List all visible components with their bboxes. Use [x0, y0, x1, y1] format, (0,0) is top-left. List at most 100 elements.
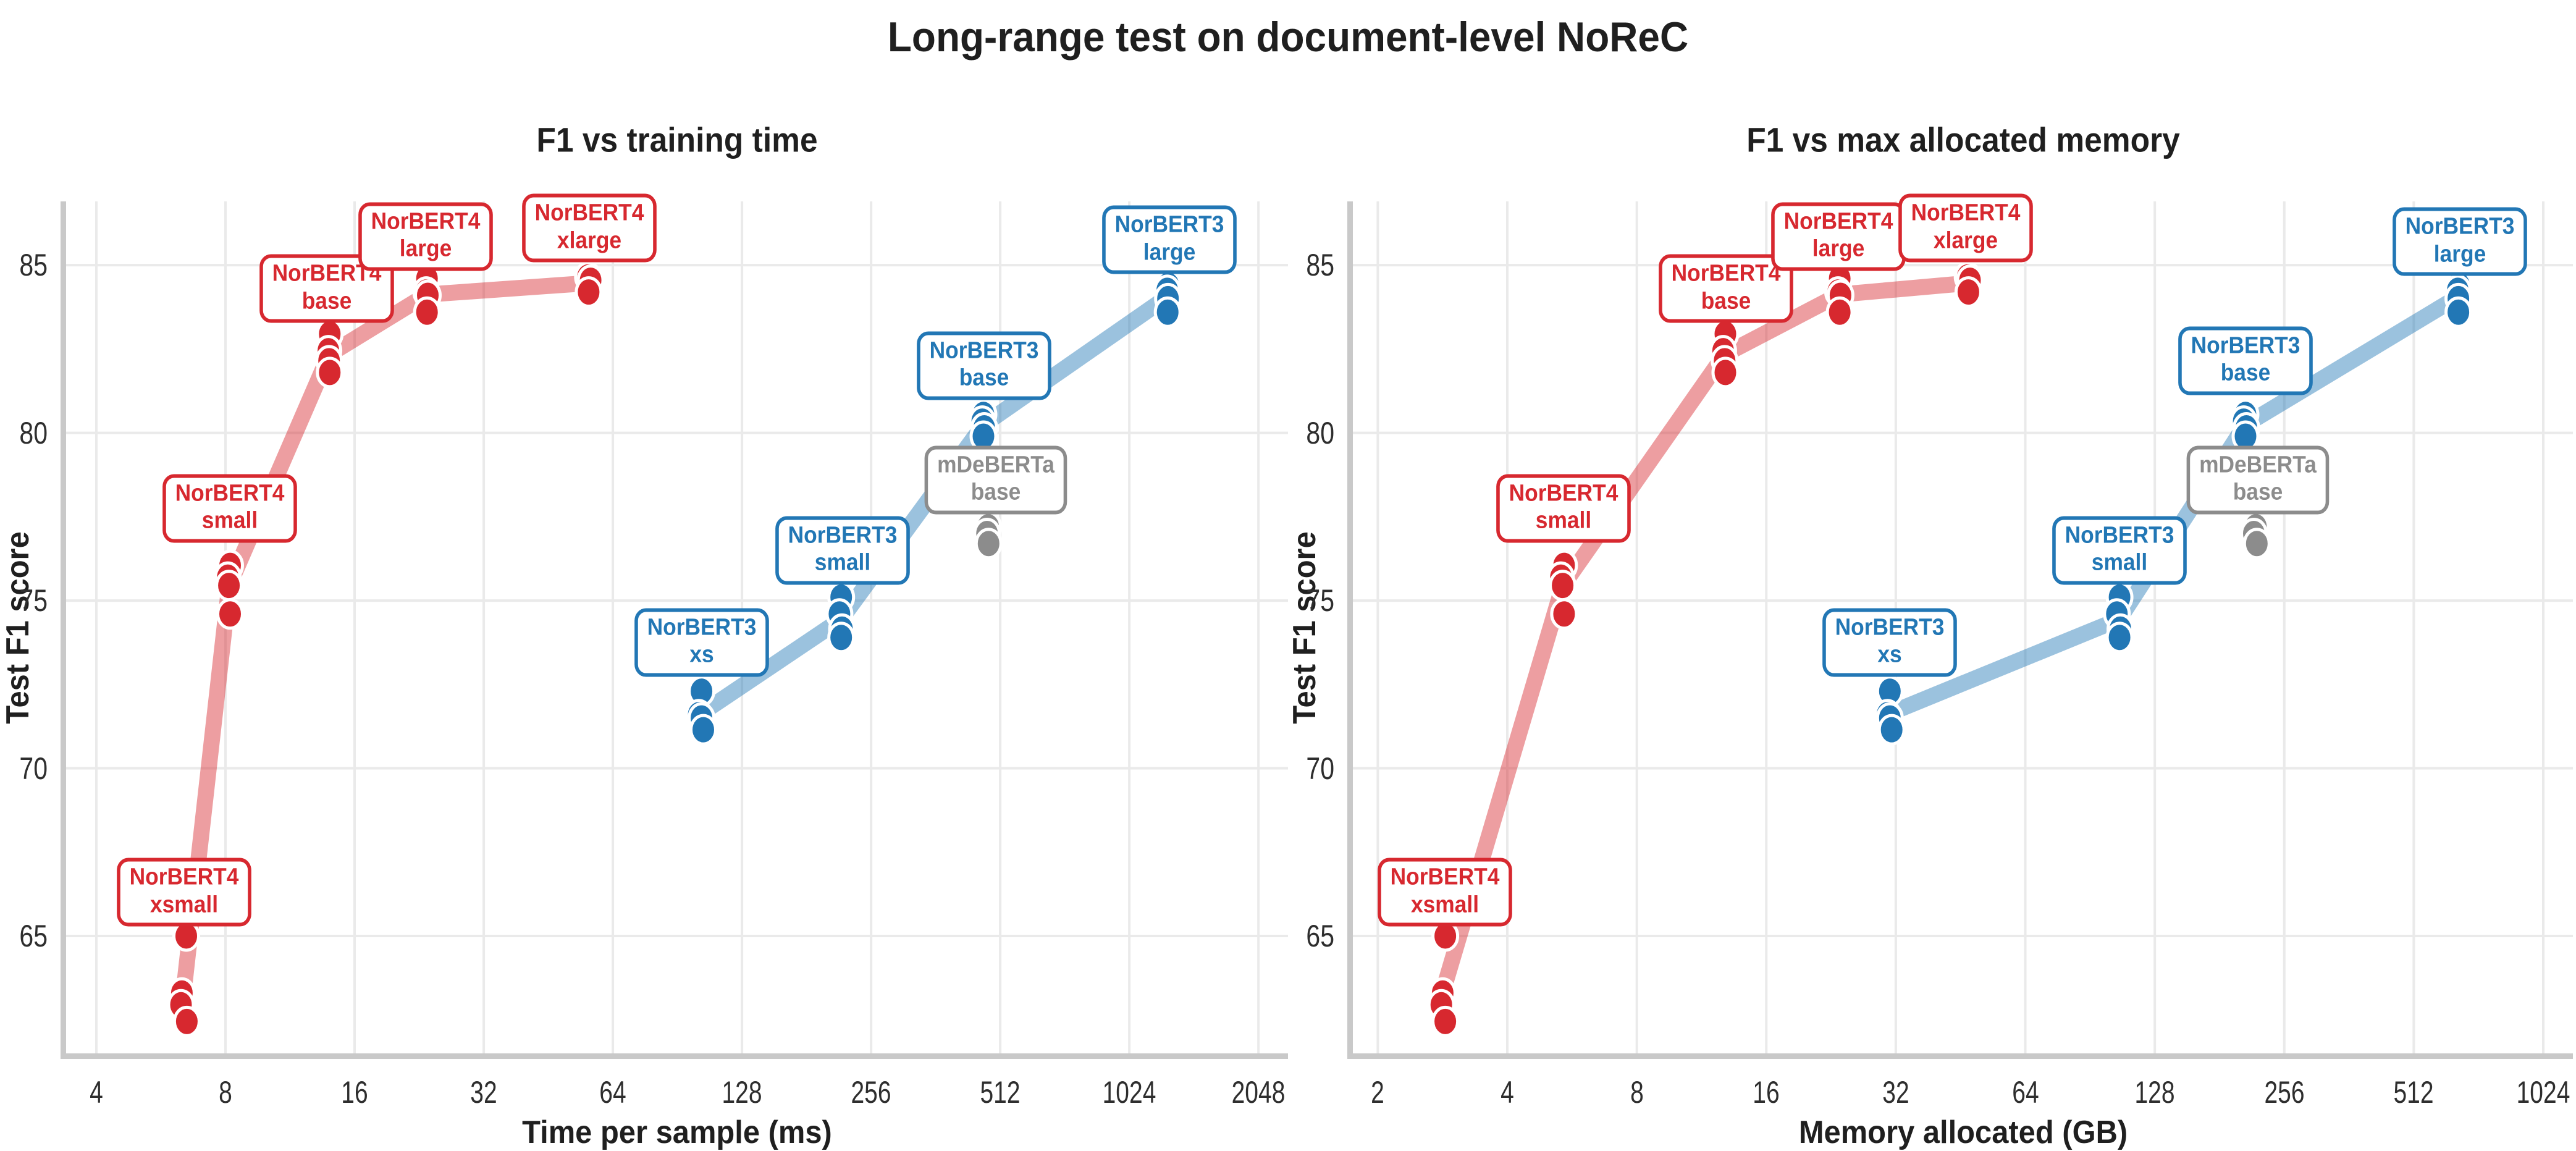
- x-tick-label: 512: [980, 1075, 1021, 1110]
- data-point-norbert4-xlarge: [1954, 276, 1982, 308]
- annotation-line: xs: [689, 641, 714, 668]
- data-point-norbert4-xlarge: [575, 276, 603, 308]
- y-tick-label: 65: [1306, 918, 1334, 953]
- axis-spine-bottom: [61, 1053, 1288, 1059]
- data-point-norbert4-large: [1825, 296, 1854, 328]
- data-point-norbert4-large: [413, 296, 441, 328]
- annotation-norbert4-small: NorBERT4 small: [162, 474, 298, 543]
- x-tick-label: 64: [599, 1075, 626, 1110]
- data-point-norbert3-large: [1153, 296, 1182, 328]
- annotation-norbert4-large: NorBERT4 large: [358, 202, 493, 271]
- data-point-norbert4-small: [215, 570, 243, 602]
- annotation-norbert3-large: NorBERT3 large: [1102, 205, 1237, 274]
- annotation-norbert3-small: NorBERT3 small: [2052, 516, 2187, 585]
- annotation-norbert4-xlarge: NorBERT4 xlarge: [522, 193, 657, 263]
- annotation-line: NorBERT3: [2065, 522, 2174, 549]
- annotation-line: base: [1701, 288, 1751, 314]
- annotation-line: large: [1143, 239, 1196, 266]
- y-axis-label: Test F1 score: [0, 531, 36, 724]
- annotation-line: NorBERT4: [129, 864, 239, 890]
- x-tick-label: 8: [219, 1075, 232, 1110]
- data-point-norbert3-xs: [689, 714, 717, 746]
- axis-spine-bottom: [1347, 1053, 2573, 1059]
- subplot-title: F1 vs training time: [536, 120, 818, 159]
- annotation-line: small: [2091, 549, 2148, 576]
- annotation-mdeberta-base: mDeBERTa base: [924, 445, 1067, 515]
- annotation-line: NorBERT4: [1390, 864, 1499, 890]
- y-axis-label: Test F1 score: [1287, 531, 1323, 724]
- data-point-norbert4-small: [216, 598, 244, 630]
- annotation-line: NorBERT4: [175, 480, 285, 507]
- annotation-line: NorBERT4: [535, 200, 644, 226]
- annotation-mdeberta-base: mDeBERTa base: [2186, 445, 2330, 515]
- annotation-line: NorBERT3: [2405, 213, 2515, 240]
- annotation-line: xs: [1877, 641, 1902, 668]
- x-tick-label: 2048: [1231, 1075, 1286, 1110]
- x-tick-label: 1024: [1102, 1075, 1156, 1110]
- y-tick-label: 85: [19, 248, 48, 283]
- y-tick-label: 75: [19, 583, 48, 618]
- annotation-line: base: [2233, 479, 2283, 505]
- annotation-norbert4-large: NorBERT4 large: [1770, 202, 1906, 271]
- annotation-norbert3-base: NorBERT3 base: [916, 331, 1051, 400]
- annotation-norbert4-small: NorBERT4 small: [1496, 474, 1631, 543]
- annotation-norbert4-base: NorBERT4 base: [1659, 254, 1793, 323]
- x-axis-label: Time per sample (ms): [522, 1115, 832, 1150]
- data-point-norbert4-small: [1549, 570, 1577, 602]
- x-tick-label: 2: [1371, 1075, 1385, 1110]
- x-tick-label: 256: [851, 1075, 891, 1110]
- plot-canvas: [1347, 201, 2573, 1059]
- x-tick-label: 128: [722, 1075, 762, 1110]
- y-tick-label: 85: [1306, 248, 1334, 283]
- x-tick-label: 256: [2264, 1075, 2305, 1110]
- y-tick-label: 80: [1306, 415, 1334, 450]
- data-point-norbert3-small: [827, 622, 856, 654]
- annotation-norbert4-xsmall: NorBERT4 xsmall: [116, 858, 251, 927]
- annotation-line: large: [1812, 236, 1864, 262]
- annotation-norbert4-xsmall: NorBERT4 xsmall: [1377, 858, 1512, 927]
- annotation-line: base: [302, 288, 352, 314]
- annotation-norbert3-xs: NorBERT3 xs: [634, 608, 769, 677]
- axis-spine-left: [61, 201, 66, 1059]
- annotation-line: NorBERT3: [2191, 332, 2300, 359]
- annotation-line: NorBERT4: [1509, 480, 1618, 507]
- x-tick-label: 128: [2134, 1075, 2175, 1110]
- y-tick-label: 80: [19, 415, 48, 450]
- x-tick-label: 1024: [2516, 1075, 2570, 1110]
- x-tick-label: 4: [90, 1075, 103, 1110]
- data-point-norbert4-base: [1711, 356, 1740, 389]
- x-tick-label: 16: [1753, 1075, 1780, 1110]
- annotation-line: NorBERT3: [929, 337, 1039, 364]
- annotation-line: NorBERT4: [371, 208, 481, 235]
- data-point-norbert4-xsmall: [1431, 1005, 1460, 1037]
- annotation-line: base: [2220, 360, 2271, 386]
- annotation-line: base: [970, 479, 1021, 505]
- annotation-line: xsmall: [149, 892, 218, 918]
- data-point-mdeberta-base: [974, 528, 1003, 560]
- annotation-line: NorBERT4: [1911, 200, 2021, 226]
- data-point-norbert3-xs: [1877, 714, 1906, 746]
- y-tick-label: 65: [19, 918, 48, 953]
- x-axis-label: Memory allocated (GB): [1798, 1115, 2128, 1150]
- annotation-line: NorBERT3: [788, 522, 898, 549]
- data-point-norbert3-small: [2105, 622, 2134, 654]
- data-point-norbert4-xsmall: [172, 1005, 201, 1037]
- annotation-norbert3-small: NorBERT3 small: [775, 516, 911, 585]
- x-tick-label: 8: [1630, 1075, 1644, 1110]
- annotation-norbert4-xlarge: NorBERT4 xlarge: [1898, 193, 2033, 263]
- annotation-line: NorBERT3: [1114, 211, 1224, 238]
- plot-canvas: [61, 201, 1288, 1059]
- data-point-mdeberta-base: [2242, 528, 2271, 560]
- annotation-line: small: [1535, 507, 1591, 534]
- annotation-line: xlarge: [557, 227, 622, 254]
- annotation-line: NorBERT3: [647, 614, 756, 641]
- x-tick-label: 32: [470, 1075, 497, 1110]
- annotation-line: NorBERT4: [1671, 260, 1781, 287]
- annotation-line: NorBERT3: [1835, 614, 1945, 641]
- annotation-norbert3-large: NorBERT3 large: [2393, 207, 2527, 276]
- y-tick-label: 70: [1306, 751, 1334, 786]
- x-tick-label: 512: [2393, 1075, 2434, 1110]
- annotation-line: base: [959, 365, 1009, 392]
- chart-f1-vs-max-allocated-memory: NorBERT4 xsmall NorBERT4 small NorBERT4 base N…: [1287, 120, 2573, 1150]
- figure-title: Long-range test on document-level NoReC: [887, 14, 1689, 61]
